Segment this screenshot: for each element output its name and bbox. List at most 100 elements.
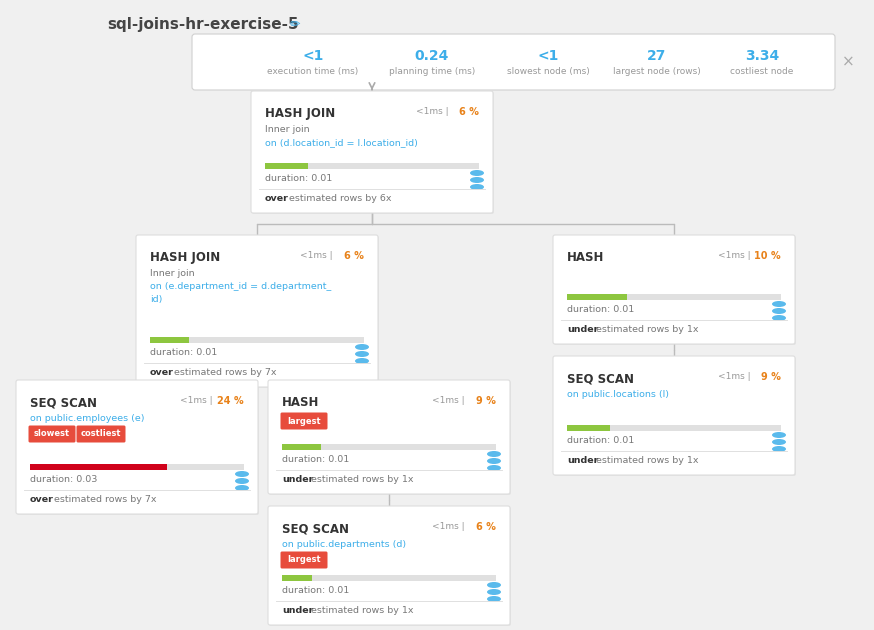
Ellipse shape: [487, 458, 501, 464]
Bar: [282, 575, 312, 581]
Bar: [567, 425, 781, 431]
Text: over: over: [265, 194, 289, 203]
Ellipse shape: [772, 308, 786, 314]
Text: on (d.location_id = l.location_id): on (d.location_id = l.location_id): [265, 138, 418, 147]
Bar: [282, 444, 321, 450]
Text: over: over: [30, 495, 54, 504]
Ellipse shape: [470, 184, 484, 190]
FancyBboxPatch shape: [554, 236, 796, 345]
FancyBboxPatch shape: [251, 91, 493, 213]
Text: under: under: [567, 325, 599, 334]
Ellipse shape: [355, 344, 369, 350]
FancyBboxPatch shape: [281, 413, 328, 430]
Text: largest: largest: [288, 416, 321, 425]
FancyBboxPatch shape: [77, 425, 126, 442]
Bar: [567, 294, 627, 300]
Bar: [265, 163, 479, 169]
FancyBboxPatch shape: [553, 235, 795, 344]
Text: <1ms |: <1ms |: [433, 522, 468, 531]
Ellipse shape: [487, 589, 501, 595]
Text: under: under: [567, 456, 599, 465]
Text: 3.34: 3.34: [745, 49, 779, 63]
FancyBboxPatch shape: [192, 34, 835, 90]
Bar: [30, 464, 244, 470]
Bar: [265, 163, 308, 169]
FancyBboxPatch shape: [136, 235, 378, 387]
Text: id): id): [150, 295, 163, 304]
Text: duration: 0.01: duration: 0.01: [265, 174, 332, 183]
Ellipse shape: [470, 177, 484, 183]
Text: <1ms |: <1ms |: [415, 107, 451, 116]
Text: estimated rows by 7x: estimated rows by 7x: [51, 495, 156, 504]
Ellipse shape: [487, 465, 501, 471]
Text: costliest node: costliest node: [731, 67, 794, 76]
Text: duration: 0.01: duration: 0.01: [150, 348, 218, 357]
FancyBboxPatch shape: [554, 357, 796, 476]
Text: 27: 27: [648, 49, 667, 63]
Ellipse shape: [470, 170, 484, 176]
Text: <1ms |: <1ms |: [433, 396, 468, 405]
Ellipse shape: [355, 351, 369, 357]
Text: <1ms |: <1ms |: [718, 251, 753, 260]
Ellipse shape: [772, 446, 786, 452]
Text: on (e.department_id = d.department_: on (e.department_id = d.department_: [150, 282, 331, 291]
Text: duration: 0.01: duration: 0.01: [567, 305, 635, 314]
Text: HASH: HASH: [282, 396, 319, 409]
Ellipse shape: [487, 582, 501, 588]
Text: <1ms |: <1ms |: [181, 396, 216, 405]
Text: Inner join: Inner join: [150, 269, 195, 278]
Text: largest node (rows): largest node (rows): [614, 67, 701, 76]
FancyBboxPatch shape: [252, 92, 494, 214]
Text: 0.24: 0.24: [415, 49, 449, 63]
Text: 10 %: 10 %: [754, 251, 781, 261]
Text: 9 %: 9 %: [761, 372, 781, 382]
Text: 24 %: 24 %: [218, 396, 244, 406]
Text: costliest: costliest: [80, 430, 121, 438]
Text: over: over: [150, 368, 174, 377]
Bar: [567, 294, 781, 300]
Text: estimated rows by 1x: estimated rows by 1x: [593, 325, 698, 334]
Text: 9 %: 9 %: [476, 396, 496, 406]
Text: duration: 0.01: duration: 0.01: [567, 436, 635, 445]
FancyBboxPatch shape: [268, 506, 510, 625]
Ellipse shape: [487, 596, 501, 602]
Text: ✏: ✏: [290, 18, 301, 31]
Text: SEQ SCAN: SEQ SCAN: [282, 522, 349, 535]
Ellipse shape: [772, 432, 786, 438]
Text: duration: 0.01: duration: 0.01: [282, 586, 350, 595]
Ellipse shape: [772, 301, 786, 307]
Text: HASH JOIN: HASH JOIN: [265, 107, 336, 120]
FancyBboxPatch shape: [16, 380, 258, 514]
Text: slowest: slowest: [34, 430, 70, 438]
FancyBboxPatch shape: [29, 425, 75, 442]
Text: SEQ SCAN: SEQ SCAN: [30, 396, 97, 409]
Text: under: under: [282, 606, 314, 615]
Text: duration: 0.03: duration: 0.03: [30, 475, 97, 484]
Ellipse shape: [772, 439, 786, 445]
Text: estimated rows by 6x: estimated rows by 6x: [286, 194, 392, 203]
Ellipse shape: [235, 478, 249, 484]
Text: Inner join: Inner join: [265, 125, 309, 134]
Bar: [282, 575, 496, 581]
Text: 6 %: 6 %: [476, 522, 496, 532]
FancyBboxPatch shape: [553, 356, 795, 475]
Text: HASH JOIN: HASH JOIN: [150, 251, 220, 264]
Bar: [150, 337, 189, 343]
Text: ×: ×: [842, 55, 855, 70]
Bar: [30, 464, 167, 470]
Text: estimated rows by 1x: estimated rows by 1x: [308, 475, 413, 484]
Text: 6 %: 6 %: [344, 251, 364, 261]
Text: estimated rows by 1x: estimated rows by 1x: [308, 606, 413, 615]
Bar: [150, 337, 364, 343]
Text: <1: <1: [302, 49, 323, 63]
Bar: [567, 425, 610, 431]
Text: on public.locations (l): on public.locations (l): [567, 390, 669, 399]
Text: HASH: HASH: [567, 251, 605, 264]
Text: on public.employees (e): on public.employees (e): [30, 414, 144, 423]
Text: estimated rows by 1x: estimated rows by 1x: [593, 456, 698, 465]
Text: <1ms |: <1ms |: [301, 251, 336, 260]
Bar: [282, 444, 496, 450]
Ellipse shape: [355, 358, 369, 364]
Text: largest: largest: [288, 556, 321, 564]
Text: <1ms |: <1ms |: [718, 372, 753, 381]
